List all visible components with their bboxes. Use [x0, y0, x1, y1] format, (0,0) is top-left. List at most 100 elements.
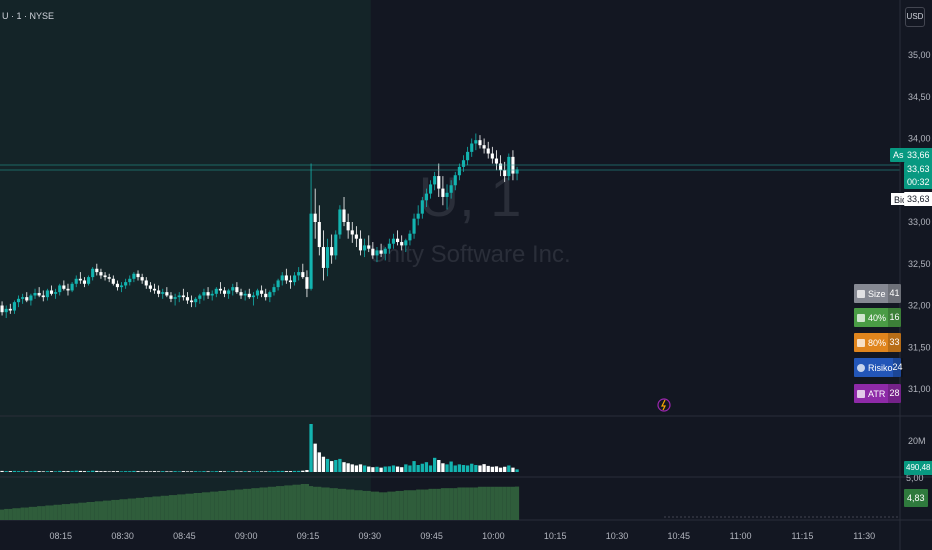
price-tick-label: 32,50 [908, 259, 931, 269]
candle [424, 188, 428, 207]
volume-bar [86, 471, 91, 472]
time-axis[interactable]: 08:15 08:30 08:45 09:00 09:15 09:30 09:45 10:00… [50, 531, 876, 541]
indicator-bar [329, 488, 334, 520]
volume-bar [62, 471, 66, 472]
volume-bar [338, 458, 342, 472]
indicator-bar [304, 484, 309, 520]
indicator-bar [486, 486, 491, 520]
candle [227, 288, 231, 299]
indicator-bar [238, 489, 244, 520]
candle [243, 290, 247, 301]
volume-bar [119, 471, 124, 472]
candle [45, 288, 49, 301]
time-tick-label: 09:00 [235, 531, 258, 541]
volume-bar [420, 463, 424, 472]
volume-bar [156, 471, 161, 472]
volume-bar [177, 471, 181, 472]
volume-bar [325, 458, 330, 472]
candle [268, 290, 272, 303]
indicator-bar [387, 491, 392, 520]
volume-bar [395, 466, 400, 472]
volume-bar [383, 466, 387, 472]
candle [330, 234, 334, 264]
indicator-bar [103, 500, 108, 520]
indicator-bar [201, 492, 206, 520]
candle [313, 188, 317, 239]
indicator-bar [214, 491, 219, 520]
candle [91, 267, 95, 281]
volume-bar [453, 465, 457, 472]
candle [317, 205, 321, 256]
volume-bar [255, 471, 260, 472]
candle [293, 272, 297, 286]
candle [334, 230, 338, 260]
indicator-bar [45, 505, 50, 520]
candle [198, 293, 202, 304]
volume-bar [194, 471, 198, 472]
indicator-bar [383, 492, 388, 520]
candle [78, 272, 82, 284]
volume-bar [49, 471, 54, 472]
currency-button[interactable]: USD [905, 7, 925, 27]
watermark-company: Unity Software Inc. [369, 241, 570, 268]
price-axis[interactable]: 35,00 34,50 34,00 33,00 32,50 32,00 31,50 31,00 [908, 50, 931, 394]
candle [95, 263, 99, 276]
candle [474, 133, 478, 151]
candle [490, 146, 494, 164]
indicator-bar [197, 493, 202, 520]
indicator-bar [321, 487, 326, 520]
indicator-bar [267, 486, 272, 520]
candle [461, 155, 466, 172]
volume-bar [140, 471, 144, 472]
candle [416, 205, 420, 226]
candle [82, 277, 87, 288]
alert-icon[interactable] [657, 398, 671, 412]
indicator-bar [78, 502, 83, 520]
volume-bar [445, 464, 449, 472]
indicator-bar [115, 499, 120, 520]
volume-bar [128, 471, 132, 472]
candle [41, 290, 45, 302]
volume-bar [284, 471, 288, 472]
volume-axis-tick: 20M [908, 436, 926, 446]
volume-bar [58, 470, 62, 472]
indicator-bar [354, 490, 359, 520]
volume-bar [441, 463, 445, 472]
info-value-risk: 24 [892, 358, 903, 377]
indicator-bar [135, 497, 141, 520]
indicator-bar [140, 497, 145, 520]
volume-bar [103, 471, 107, 472]
volume-bar [457, 464, 462, 472]
volume-bar [272, 471, 276, 472]
volume-bar [16, 471, 21, 472]
candle [74, 275, 78, 288]
candle [128, 275, 132, 286]
candle [470, 138, 474, 157]
volume-bar [321, 456, 326, 472]
indicator-bar [370, 491, 375, 520]
indicator-bar [444, 488, 450, 520]
candle [428, 180, 433, 199]
volume-bar [222, 471, 227, 472]
volume-bar [433, 457, 437, 472]
indicator-bar [251, 488, 256, 520]
time-tick-label: 11:30 [853, 531, 875, 541]
time-tick-label: 09:45 [420, 531, 443, 541]
info-value-target-40: 16 [888, 308, 901, 327]
volume-bar [437, 460, 441, 472]
indicator-bar [107, 500, 112, 520]
candle [338, 205, 342, 239]
candle [111, 275, 115, 286]
indicator-bar [206, 492, 211, 520]
volume-bar [404, 464, 408, 472]
volume-bar [235, 471, 239, 472]
atr-icon [857, 389, 865, 398]
candle [272, 283, 276, 296]
indicator-bar [259, 487, 264, 520]
indicator-bar [309, 486, 314, 520]
volume-bar [95, 470, 99, 472]
volume-bar [91, 470, 95, 472]
indicator-bar [86, 502, 91, 520]
